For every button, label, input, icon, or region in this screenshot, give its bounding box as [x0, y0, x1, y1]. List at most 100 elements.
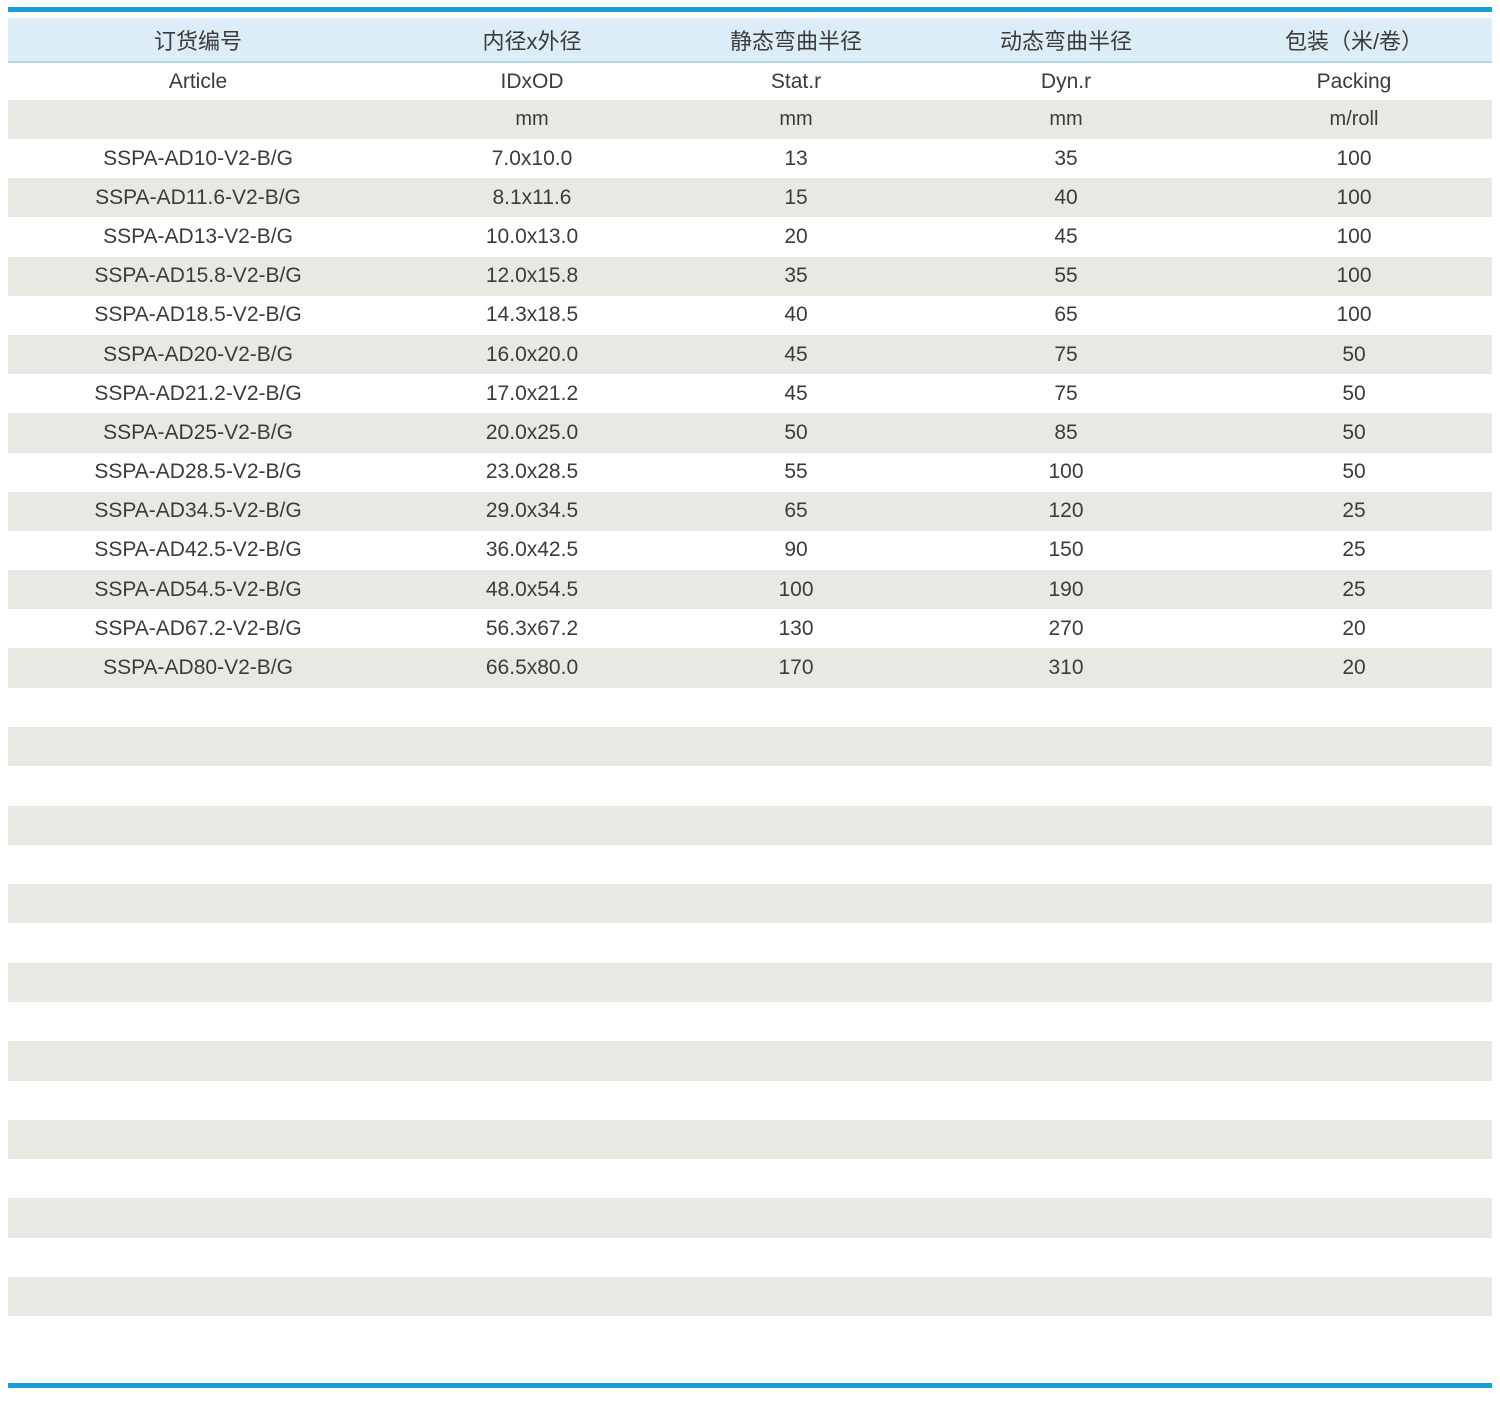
cell-article: SSPA-AD67.2-V2-B/G	[94, 616, 302, 640]
cell-idxod: 56.3x67.2	[485, 616, 579, 640]
cell-stat-r: 100	[778, 577, 814, 601]
cell-dyn-r: 310	[1048, 656, 1084, 680]
unit-dyn-r: mm	[1049, 108, 1083, 130]
cell-article: SSPA-AD34.5-V2-B/G	[94, 499, 302, 523]
cell-packing: 50	[1342, 420, 1366, 444]
cell-dyn-r: 190	[1048, 577, 1084, 601]
cell-dyn-r: 40	[1054, 185, 1078, 209]
cell-dyn-r: 85	[1054, 420, 1078, 444]
cell-idxod: 12.0x15.8	[485, 264, 579, 288]
unit-idxod: mm	[515, 108, 549, 130]
empty-row	[8, 1159, 1492, 1198]
top-accent-rule	[8, 7, 1492, 12]
table-row: SSPA-AD10-V2-B/G 7.0x10.0 13 35 100	[8, 139, 1492, 178]
table-row: SSPA-AD28.5-V2-B/G 23.0x28.5 55 100 50	[8, 453, 1492, 492]
cell-idxod: 36.0x42.5	[485, 538, 579, 562]
cell-idxod: 8.1x11.6	[492, 185, 572, 209]
header-article-en: Article	[168, 69, 228, 93]
table-row: SSPA-AD18.5-V2-B/G 14.3x18.5 40 65 100	[8, 296, 1492, 335]
cell-article: SSPA-AD18.5-V2-B/G	[94, 303, 302, 327]
cell-packing: 50	[1342, 460, 1366, 484]
empty-row	[8, 1119, 1492, 1160]
cell-dyn-r: 270	[1048, 616, 1084, 640]
cell-idxod: 10.0x13.0	[485, 224, 579, 248]
cell-article: SSPA-AD54.5-V2-B/G	[94, 577, 302, 601]
cell-packing: 50	[1342, 381, 1366, 405]
empty-row	[8, 1041, 1492, 1081]
cell-packing: 100	[1336, 264, 1372, 288]
cell-stat-r: 35	[784, 264, 808, 288]
cell-dyn-r: 75	[1054, 381, 1078, 405]
cell-dyn-r: 65	[1054, 303, 1078, 327]
table-row: SSPA-AD11.6-V2-B/G 8.1x11.6 15 40 100	[8, 178, 1492, 218]
cell-article: SSPA-AD28.5-V2-B/G	[94, 460, 302, 484]
unit-stat-r: mm	[779, 108, 813, 130]
unit-packing: m/roll	[1329, 108, 1379, 130]
cell-stat-r: 15	[784, 185, 808, 209]
empty-row	[8, 726, 1492, 767]
table-row: SSPA-AD67.2-V2-B/G 56.3x67.2 130 270 20	[8, 609, 1492, 648]
cell-idxod: 48.0x54.5	[485, 577, 579, 601]
cell-article: SSPA-AD80-V2-B/G	[103, 656, 293, 680]
empty-row	[8, 805, 1492, 845]
table-units-row: mm mm mm m/roll	[8, 100, 1492, 139]
cell-packing: 100	[1336, 224, 1372, 248]
cell-article: SSPA-AD11.6-V2-B/G	[95, 185, 301, 209]
empty-row	[8, 1277, 1492, 1317]
empty-row	[8, 923, 1492, 962]
empty-row	[8, 688, 1492, 727]
cell-stat-r: 130	[778, 616, 814, 640]
cell-dyn-r: 150	[1048, 538, 1084, 562]
header-dyn-r-zh: 动态弯曲半径	[999, 28, 1132, 54]
table-row: SSPA-AD15.8-V2-B/G 12.0x15.8 35 55 100	[8, 256, 1492, 296]
header-article-zh: 订货编号	[153, 28, 242, 54]
cell-stat-r: 45	[784, 381, 808, 405]
table-row: SSPA-AD80-V2-B/G 66.5x80.0 170 310 20	[8, 648, 1492, 688]
cell-dyn-r: 120	[1048, 499, 1084, 523]
table-row: SSPA-AD42.5-V2-B/G 36.0x42.5 90 150 25	[8, 531, 1492, 570]
cell-article: SSPA-AD21.2-V2-B/G	[94, 381, 302, 405]
table-row: SSPA-AD21.2-V2-B/G 17.0x21.2 45 75 50	[8, 374, 1492, 413]
table-row: SSPA-AD54.5-V2-B/G 48.0x54.5 100 190 25	[8, 570, 1492, 610]
header-stat-r-en: Stat.r	[770, 69, 822, 93]
empty-row	[8, 845, 1492, 884]
cell-packing: 25	[1342, 499, 1366, 523]
cell-idxod: 7.0x10.0	[491, 146, 573, 170]
cell-stat-r: 20	[784, 224, 808, 248]
cell-dyn-r: 45	[1054, 224, 1078, 248]
header-idxod-en: IDxOD	[500, 69, 564, 93]
table-header-zh: 订货编号 内径x外径 静态弯曲半径 动态弯曲半径 包装（米/卷）	[8, 18, 1492, 63]
cell-article: SSPA-AD20-V2-B/G	[103, 342, 293, 366]
cell-packing: 100	[1336, 303, 1372, 327]
cell-packing: 50	[1342, 342, 1366, 366]
cell-idxod: 20.0x25.0	[485, 420, 579, 444]
header-packing-zh: 包装（米/卷）	[1284, 28, 1424, 54]
bottom-accent-rule	[8, 1383, 1492, 1388]
cell-idxod: 66.5x80.0	[485, 656, 579, 680]
cell-stat-r: 50	[784, 420, 808, 444]
cell-idxod: 29.0x34.5	[485, 499, 579, 523]
cell-dyn-r: 35	[1054, 146, 1078, 170]
cell-idxod: 16.0x20.0	[485, 342, 579, 366]
empty-row	[8, 884, 1492, 924]
cell-dyn-r: 100	[1048, 460, 1084, 484]
table-row: SSPA-AD34.5-V2-B/G 29.0x34.5 65 120 25	[8, 491, 1492, 531]
cell-stat-r: 170	[778, 656, 814, 680]
cell-article: SSPA-AD25-V2-B/G	[103, 420, 293, 444]
table-row: SSPA-AD20-V2-B/G 16.0x20.0 45 75 50	[8, 334, 1492, 375]
header-packing-en: Packing	[1316, 69, 1392, 93]
cell-packing: 100	[1336, 146, 1372, 170]
cell-article: SSPA-AD42.5-V2-B/G	[94, 538, 302, 562]
table-row: SSPA-AD13-V2-B/G 10.0x13.0 20 45 100	[8, 217, 1492, 256]
cell-dyn-r: 75	[1054, 342, 1078, 366]
empty-row	[8, 1002, 1492, 1041]
header-dyn-r-en: Dyn.r	[1040, 69, 1092, 93]
cell-packing: 25	[1342, 577, 1366, 601]
empty-row	[8, 766, 1492, 805]
empty-row	[8, 962, 1492, 1002]
cell-idxod: 23.0x28.5	[485, 460, 579, 484]
empty-row	[8, 1198, 1492, 1238]
cell-idxod: 14.3x18.5	[485, 303, 579, 327]
cell-article: SSPA-AD13-V2-B/G	[103, 224, 293, 248]
